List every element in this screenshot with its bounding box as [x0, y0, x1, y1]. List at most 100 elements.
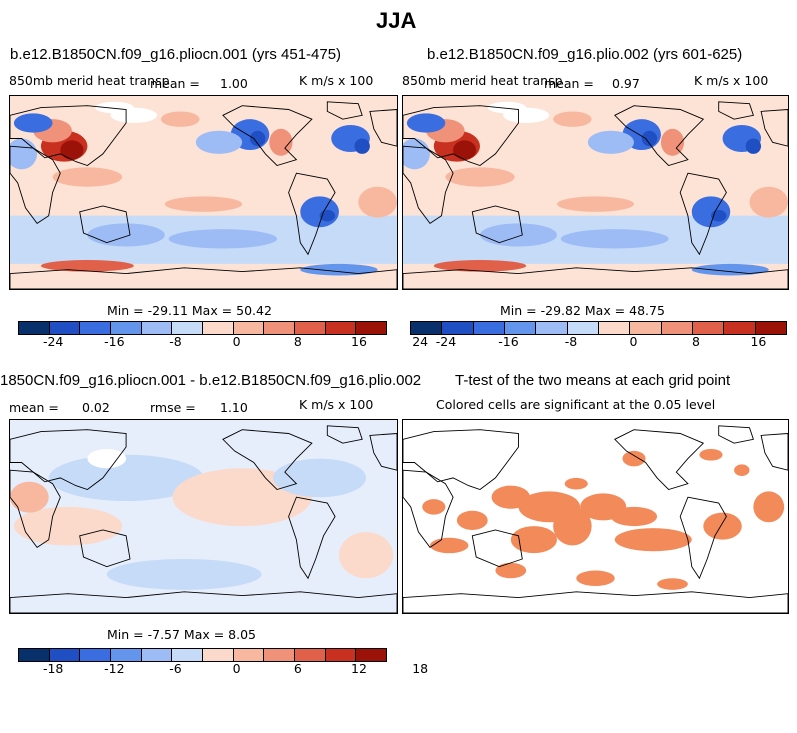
colorbar-swatch	[567, 322, 599, 334]
diff-anomaly	[87, 448, 127, 469]
field-anomaly	[358, 186, 397, 218]
diff-anomaly	[338, 531, 394, 579]
coastline	[718, 425, 754, 444]
colorbar-tick-label: -24	[42, 334, 64, 349]
significant-cell	[614, 528, 692, 552]
field-anomaly	[745, 138, 762, 154]
subtitle-bottom-right: Colored cells are significant at the 0.0…	[436, 397, 716, 412]
coastline	[471, 205, 523, 244]
field-anomaly	[433, 260, 527, 272]
units-top-left: K m/s x 100	[299, 73, 374, 88]
diff-anomaly	[106, 558, 262, 590]
colorbar-swatch	[111, 649, 142, 661]
coastline	[718, 101, 754, 120]
diff-anomaly	[273, 458, 367, 498]
field-anomaly	[560, 229, 669, 249]
mean-label-bottom-left: mean =	[9, 400, 59, 415]
field-anomaly	[749, 186, 788, 218]
coastline	[10, 105, 127, 167]
field-anomaly	[691, 263, 769, 276]
panel-title-bottom-right: T-test of the two means at each grid poi…	[455, 372, 731, 389]
coastline	[326, 101, 363, 120]
significant-cell	[553, 506, 592, 546]
field-anomaly	[87, 223, 165, 247]
coastline	[326, 425, 363, 444]
field-anomaly	[487, 101, 527, 114]
map-top-left	[9, 95, 398, 290]
colorbar-swatch	[233, 322, 265, 334]
colorbar-swatch	[356, 649, 387, 661]
variable-label-top-left: 850mb merid heat transp	[9, 73, 170, 88]
mean-label-top-right: mean =	[544, 76, 594, 91]
colorbar-swatch	[325, 649, 357, 661]
coastline	[79, 205, 131, 244]
colorbar-swatch	[233, 649, 265, 661]
field-anomaly	[453, 140, 477, 160]
colorbar-swatch	[19, 322, 50, 334]
field-anomaly	[52, 167, 123, 187]
minmax-bottom-left: Min = -7.57 Max = 8.05	[107, 627, 257, 642]
colorbar-tick-label: 0	[232, 334, 241, 349]
coastline	[222, 429, 313, 491]
diff-map-bottom-left	[10, 420, 397, 613]
panel-title-bottom-left: 1850CN.f09_g16.pliocn.001 - b.e12.B1850C…	[0, 372, 422, 389]
field-anomaly	[269, 128, 293, 156]
colorbar-swatch	[598, 322, 631, 334]
mean-value-bottom-left: 0.02	[82, 400, 110, 415]
significant-cell	[422, 499, 446, 515]
mean-value-top-left: 1.00	[220, 76, 248, 91]
colorbar-swatch	[755, 322, 786, 334]
coastline	[10, 469, 61, 549]
map-bottom-left	[9, 419, 398, 614]
colorbar-swatch	[141, 322, 173, 334]
field-map-top-right	[403, 96, 788, 289]
coastline	[10, 429, 127, 491]
mean-label-top-left: mean =	[150, 76, 200, 91]
colorbar-tick-label: -16	[104, 334, 125, 349]
significant-cell	[699, 448, 723, 461]
diff-anomaly	[13, 506, 123, 546]
antarctica-coastline	[403, 591, 788, 613]
significant-cell	[610, 506, 658, 527]
rmse-value-bottom-left: 1.10	[220, 400, 248, 415]
diff-anomaly	[10, 481, 49, 513]
minmax-top-left: Min = -29.11 Max = 50.42	[107, 303, 272, 318]
field-anomaly	[354, 138, 370, 154]
field-anomaly	[445, 167, 515, 187]
colorbar-tick-label: -8	[564, 334, 578, 349]
colorbar-tick-label: 0	[629, 334, 638, 349]
colorbar-swatch	[203, 649, 234, 661]
rmse-label-bottom-left: rmse =	[150, 400, 196, 415]
colorbar-swatch	[172, 322, 204, 334]
colorbar-tick-label: -16	[498, 334, 519, 349]
coastline	[679, 496, 727, 580]
colorbar-swatch	[80, 649, 112, 661]
panel-title-top-right: b.e12.B1850CN.f09_g16.plio.002 (yrs 601-…	[427, 46, 743, 63]
field-anomaly	[13, 113, 53, 133]
colorbar-tick-label: -24	[435, 334, 457, 349]
field-anomaly	[160, 111, 200, 127]
colorbar-swatch	[442, 322, 474, 334]
field-anomaly	[300, 263, 378, 276]
field-anomaly	[249, 130, 266, 147]
coastline	[614, 105, 705, 167]
figure-title: JJA	[376, 8, 417, 33]
significant-cell	[510, 526, 557, 554]
minmax-top-right: Min = -29.82 Max = 48.75	[500, 303, 665, 318]
colorbar-swatch	[19, 649, 50, 661]
coastline	[760, 109, 788, 147]
coastline	[288, 496, 336, 580]
colorbar-swatch	[504, 322, 537, 334]
field-anomaly	[557, 196, 634, 212]
antarctica-coastline	[10, 591, 397, 613]
colorbar-tick-label: -8	[169, 334, 182, 349]
units-bottom-left: K m/s x 100	[299, 397, 374, 412]
colorbar-swatch	[111, 322, 142, 334]
colorbar-swatch	[724, 322, 756, 334]
colorbar-swatch	[264, 649, 296, 661]
colorbar-swatch	[295, 649, 326, 661]
colorbar-tick-label: -6	[169, 661, 182, 676]
colorbar-swatch	[536, 322, 568, 334]
significant-cell	[622, 450, 646, 467]
significant-cell	[495, 562, 527, 579]
